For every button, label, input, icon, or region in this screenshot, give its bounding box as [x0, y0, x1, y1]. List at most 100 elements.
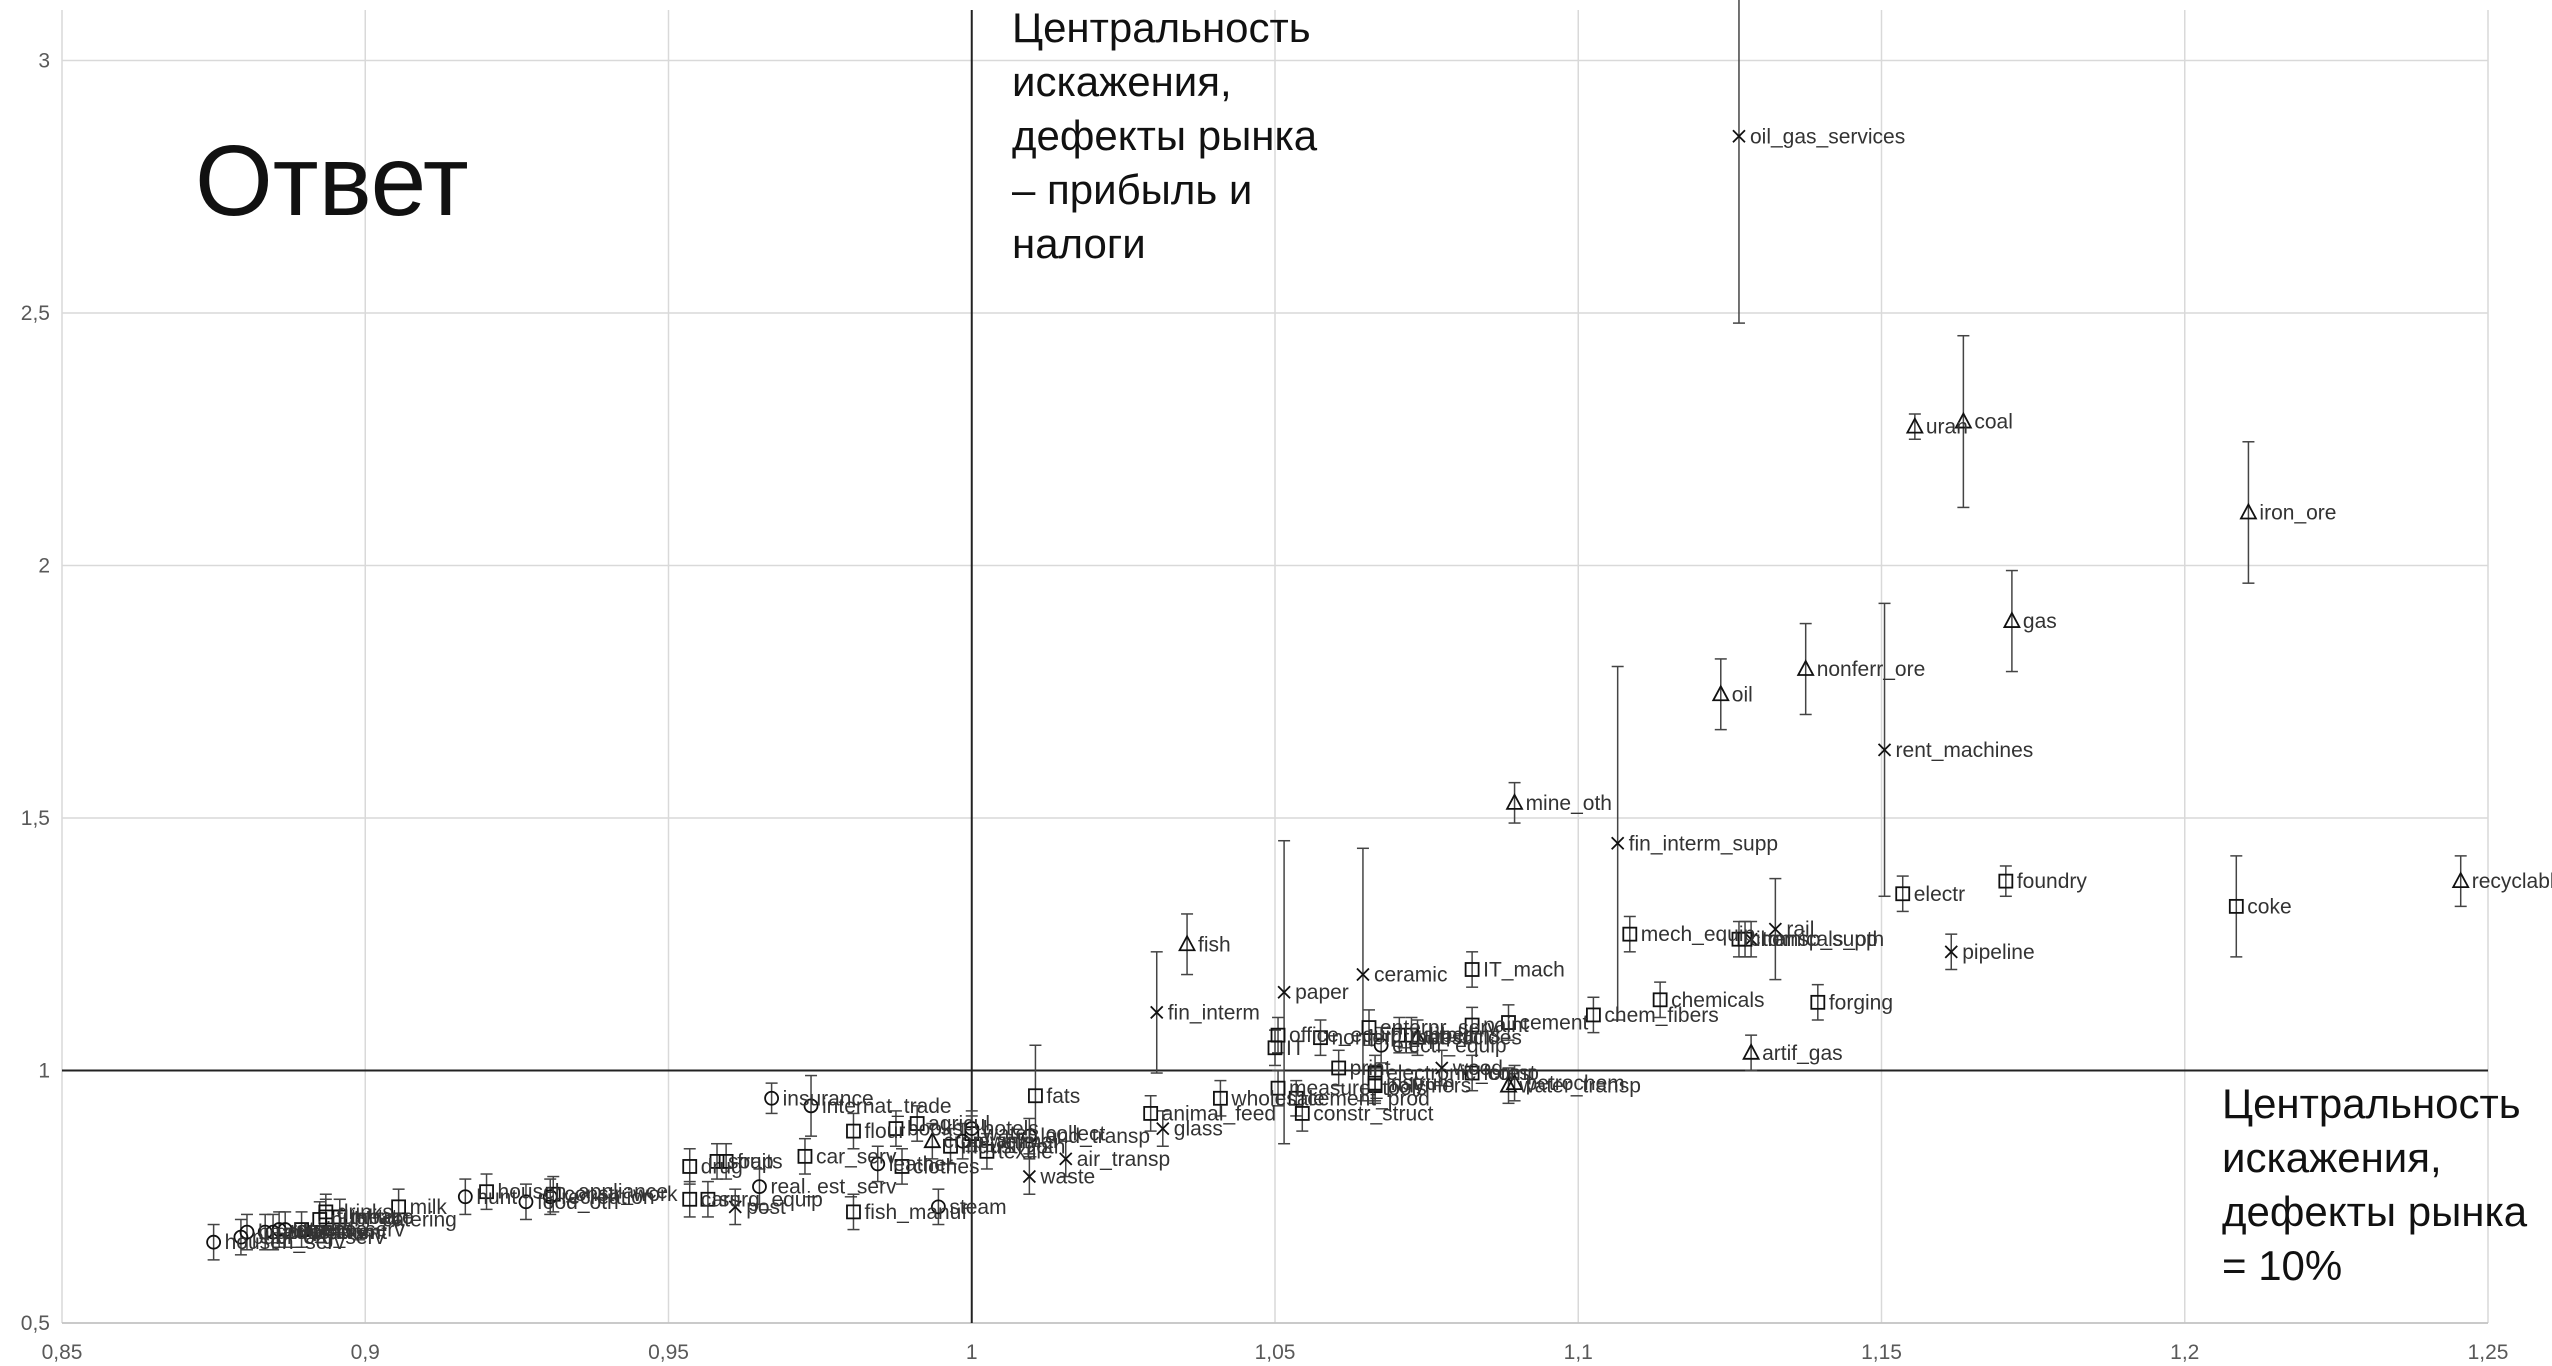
- point-label-pipeline: pipeline: [1962, 941, 2034, 964]
- annotation-line: Центральность: [2222, 1080, 2521, 1127]
- triangle-marker: [1742, 1042, 1761, 1060]
- circle-marker: [930, 1199, 946, 1215]
- square-marker: [1143, 1106, 1159, 1121]
- point-label-fin_interm: fin_interm: [1168, 1001, 1260, 1024]
- point-label-fruits: fruits: [737, 1150, 783, 1173]
- point-label-polymers: polymers: [1386, 1075, 1471, 1098]
- point-label-glass: glass: [1174, 1118, 1223, 1141]
- point-label-electr_equip: electr_equip: [1392, 1034, 1506, 1057]
- square-marker: [964, 1126, 980, 1142]
- circle-marker: [1373, 1037, 1389, 1053]
- point-label-constr_work: constr_work: [564, 1183, 678, 1206]
- annotation-line: искажения,: [1012, 58, 1232, 105]
- point-label-milk: milk: [410, 1196, 448, 1219]
- point-label-insurance: insurance: [783, 1087, 874, 1110]
- square-marker: [846, 1123, 861, 1139]
- annotation-line: дефекты рынка: [1012, 112, 1318, 159]
- square-marker: [888, 1121, 904, 1136]
- square-marker: [1028, 1088, 1043, 1104]
- point-label-househ_serv: househ_serv: [225, 1231, 346, 1254]
- square-marker: [1586, 1007, 1601, 1023]
- point-label-animal_feed: animal_feed: [1162, 1102, 1276, 1125]
- point-label-drinks: drinks: [337, 1201, 393, 1224]
- cross-marker: [1356, 967, 1370, 982]
- point-label-recreation: recreation: [561, 1186, 654, 1209]
- point-label-constr_struct: constr_struct: [1313, 1102, 1433, 1125]
- square-marker: [1652, 992, 1668, 1008]
- triangle-marker: [1408, 1027, 1427, 1045]
- cross-marker: [1277, 985, 1291, 999]
- point-label-iron: iron: [1756, 928, 1791, 951]
- point-label-petrochem: petrochem: [1526, 1072, 1625, 1095]
- point-label-recyclables: recyclables: [2472, 870, 2552, 893]
- point-label-leather: leather: [889, 1153, 953, 1176]
- point-label-IT: IT: [1286, 1037, 1305, 1060]
- square-marker: [894, 1159, 910, 1174]
- point-label-chemicals: chemicals: [1671, 989, 1764, 1012]
- square-marker: [846, 1204, 861, 1220]
- point-label-hotels: hotels: [983, 1118, 1039, 1141]
- point-label-wholesale: wholesale: [1230, 1087, 1324, 1110]
- square-marker: [1895, 886, 1911, 902]
- square-marker: [797, 1148, 813, 1164]
- point-label-instrum: instrum: [1386, 1072, 1455, 1095]
- square-marker: [1464, 1017, 1480, 1033]
- y-tick-label: 0,5: [21, 1312, 50, 1335]
- square-marker: [479, 1184, 494, 1200]
- point-label-retail: retail: [290, 1219, 336, 1242]
- square-marker: [718, 1154, 734, 1169]
- point-label-wood: wood: [1452, 1057, 1503, 1080]
- triangle-marker: [1954, 411, 1973, 429]
- circle-marker: [206, 1234, 222, 1250]
- point-label-enterpr_serv: enterpr_serv: [1380, 1017, 1498, 1040]
- square-marker: [1294, 1106, 1310, 1121]
- x-tick-label: 1,2: [2170, 1341, 2199, 1364]
- square-marker: [1331, 1060, 1347, 1076]
- point-label-rail: rail: [1786, 918, 1814, 941]
- point-label-ceramic: ceramic: [1374, 964, 1448, 987]
- point-label-rent_machines: rent_machines: [1896, 739, 2034, 762]
- point-label-chemicals_oth: chemicals_oth: [1750, 928, 1884, 951]
- triangle-marker: [2002, 611, 2021, 628]
- point-label-cement_prod: cement_prod: [1307, 1087, 1430, 1110]
- cross-marker: [1732, 129, 1746, 143]
- point-label-publ_org_serv: publ_org_serv: [252, 1226, 386, 1249]
- point-label-oil: oil: [1732, 683, 1753, 706]
- point-label-crop_animal: crop_animal: [943, 1130, 1057, 1153]
- cross-marker: [1768, 922, 1782, 936]
- point-label-rubber: rubber: [1410, 1024, 1471, 1047]
- cross-marker: [1744, 932, 1758, 946]
- circle-marker: [518, 1194, 534, 1210]
- point-label-pers_serv: pers_serv: [313, 1219, 406, 1242]
- circle-marker: [955, 1133, 971, 1149]
- annotation-line: дефекты рынка: [2222, 1188, 2528, 1235]
- point-label-drug: drug: [701, 1155, 743, 1178]
- square-marker: [979, 1143, 995, 1159]
- point-label-industr_oth: industr_oth: [962, 1135, 1066, 1158]
- point-label-electr: electr: [1914, 883, 1965, 906]
- x-tick-label: 0,95: [648, 1341, 689, 1364]
- square-marker: [1213, 1090, 1228, 1106]
- point-label-water_collect: water_collect: [982, 1123, 1106, 1146]
- square-marker: [332, 1209, 348, 1225]
- point-label-artif_gas: artif_gas: [1762, 1042, 1843, 1065]
- point-label-hunt: hunt: [476, 1186, 517, 1209]
- square-marker: [700, 1191, 716, 1207]
- point-label-uran: uran: [1926, 416, 1968, 439]
- point-label-health_serv: health_serv: [258, 1221, 367, 1244]
- triangle-marker: [1178, 934, 1197, 952]
- point-label-househ_appliance: househ_appliance: [498, 1181, 668, 1204]
- point-label-measure_tools: measure_tools: [1289, 1077, 1427, 1100]
- annotation-distortion-10-percent: Центральность искажения, дефекты рынка = 10…: [2222, 1080, 2528, 1289]
- point-label-cars: cars: [701, 1188, 741, 1211]
- point-label-clothes: clothes: [913, 1155, 980, 1178]
- point-label-real_est_serv: real_est_serv: [770, 1176, 897, 1199]
- y-tick-label: 2,5: [21, 302, 50, 325]
- square-marker: [682, 1159, 698, 1174]
- square-marker: [709, 1154, 725, 1169]
- triangle-marker: [923, 1131, 942, 1149]
- point-label-surg_equip: surg_equip: [719, 1188, 823, 1211]
- annotation-line: = 10%: [2222, 1242, 2342, 1289]
- x-tick-label: 1,15: [1861, 1341, 1902, 1364]
- point-label-mine_oth: mine_oth: [1526, 792, 1612, 815]
